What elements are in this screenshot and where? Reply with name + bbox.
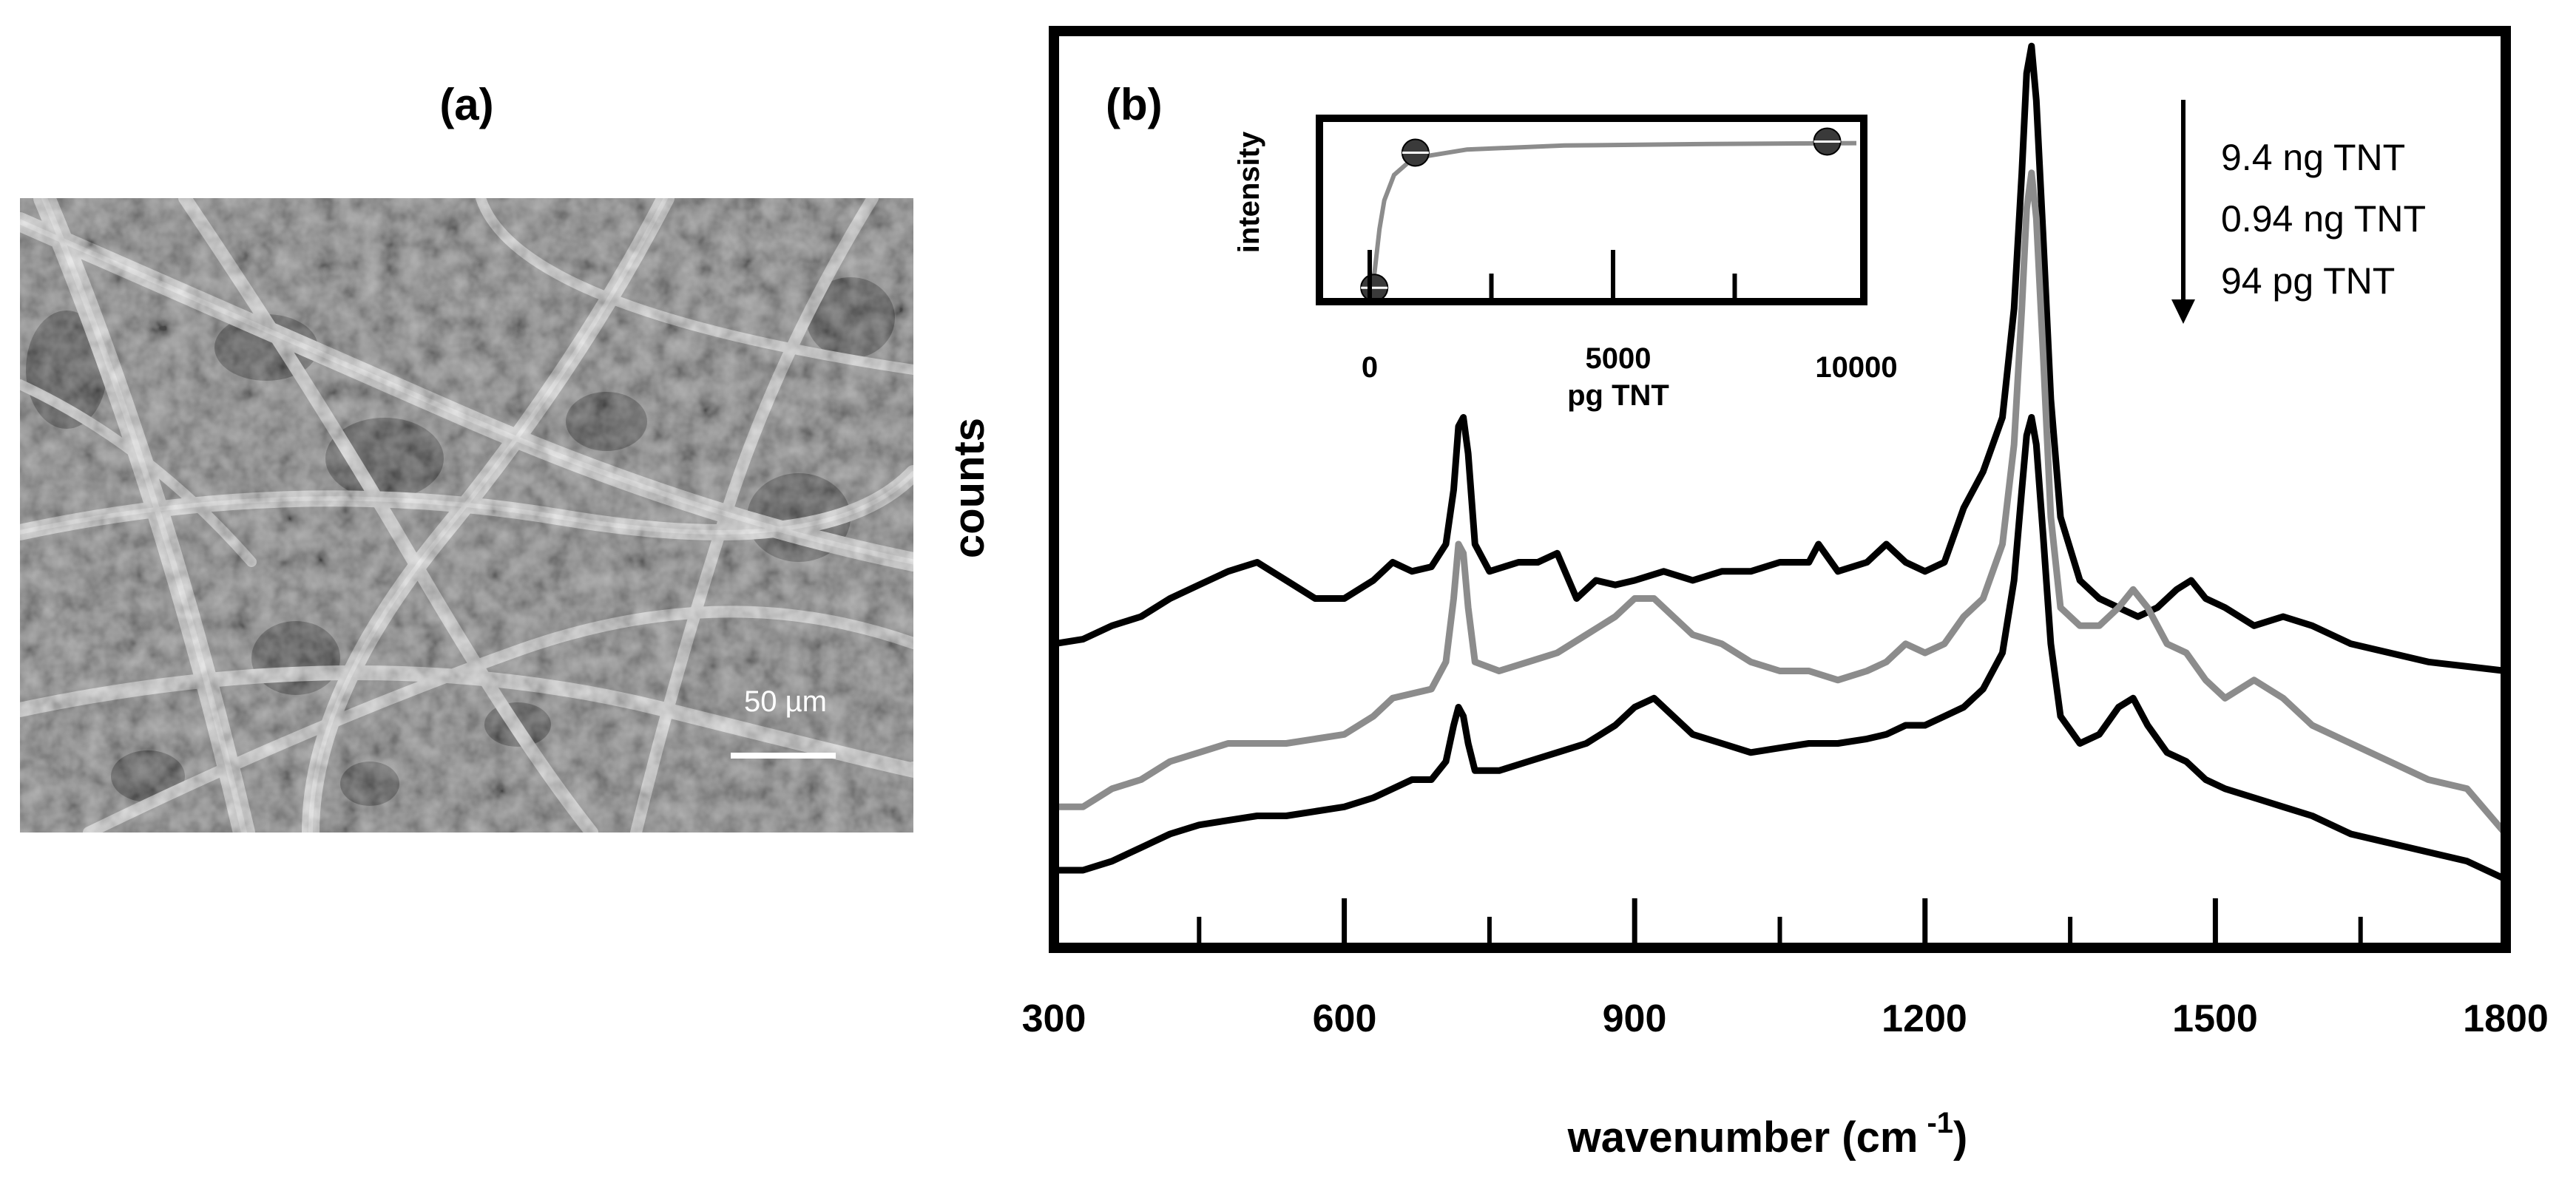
x-tick-300: 300 [1022, 997, 1086, 1040]
x-tick-labels: 300 600 900 1200 1500 1800 [1022, 997, 2549, 1040]
legend: 9.4 ng TNT 0.94 ng TNT 94 pg TNT [2171, 100, 2426, 324]
x-axis-label-close: ) [1953, 1113, 1967, 1162]
x-tick-600: 600 [1313, 997, 1377, 1040]
inset-x-tick-10000: 10000 [1815, 351, 1897, 384]
series-line-3 [1054, 414, 2507, 883]
sem-micrograph [20, 198, 913, 833]
main-ticks [1197, 898, 2363, 948]
panel-a: (a) [20, 80, 913, 833]
series-line-2 [1054, 169, 2509, 836]
inset-ticks [1368, 250, 1737, 298]
inset-frame [1316, 115, 1867, 305]
main-series-layer [1053, 42, 2509, 883]
inset-series-layer [1360, 127, 1857, 302]
inset-x-tick-0: 0 [1362, 351, 1378, 384]
legend-arrow-head [2171, 299, 2195, 324]
inset-x-axis-label: pg TNT [1567, 379, 1669, 412]
panel-b-label: (b) [1106, 80, 1163, 129]
panel-a-label: (a) [439, 80, 493, 129]
x-tick-900: 900 [1603, 997, 1667, 1040]
legend-item-2: 0.94 ng TNT [2221, 198, 2426, 240]
x-tick-1800: 1800 [2463, 997, 2549, 1040]
inset-x-tick-5000: 5000 [1586, 342, 1652, 375]
legend-item-1: 9.4 ng TNT [2221, 137, 2405, 178]
legend-item-3: 94 pg TNT [2221, 260, 2395, 302]
x-tick-1200: 1200 [1882, 997, 1967, 1040]
x-tick-1500: 1500 [2172, 997, 2258, 1040]
x-axis-label-superscript: -1 [1927, 1107, 1953, 1139]
x-axis-label-main: wavenumber (cm [1567, 1113, 1919, 1162]
series-line-1 [1053, 42, 2506, 674]
inset-y-axis-label: intensity [1233, 131, 1265, 253]
scale-bar-label: 50 µm [744, 685, 827, 718]
x-axis-label: wavenumber (cm -1) [1567, 1107, 1968, 1162]
panel-b: (b) counts wavenumber (cm -1) 9.4 ng TNT … [945, 26, 2549, 1162]
y-axis-label: counts [945, 418, 993, 558]
inset-chart: intensity 0 5000 10000 pg TNT [1233, 115, 1898, 412]
